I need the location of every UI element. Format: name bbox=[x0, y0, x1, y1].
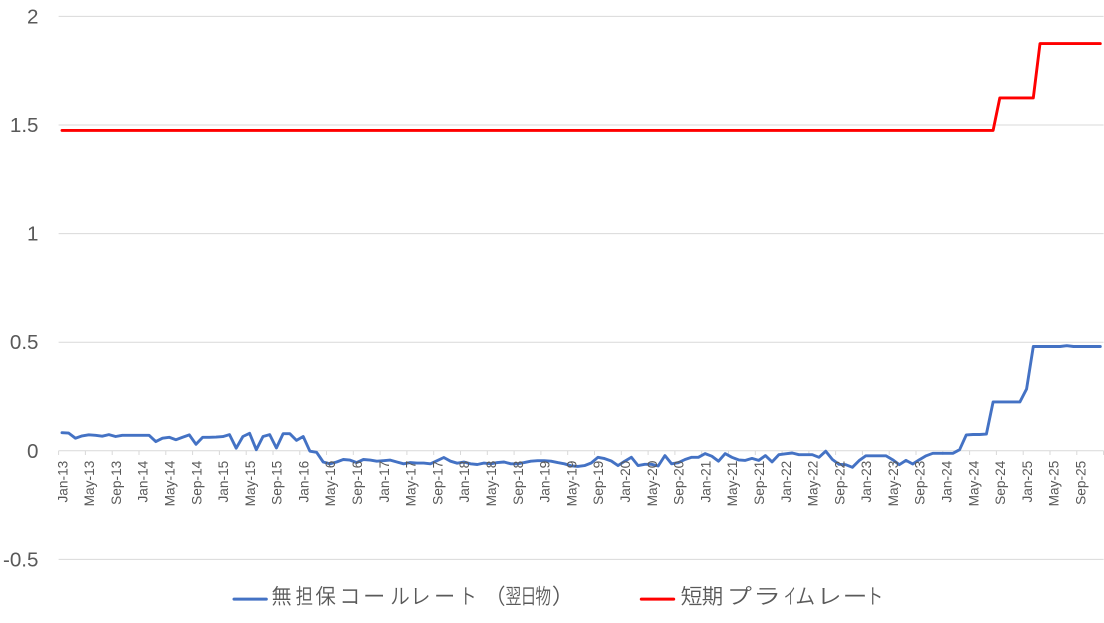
svg-text:Jan-15: Jan-15 bbox=[216, 460, 231, 502]
svg-text:Sep-17: Sep-17 bbox=[430, 461, 445, 505]
svg-text:Jan-25: Jan-25 bbox=[1020, 460, 1035, 502]
svg-text:Jan-19: Jan-19 bbox=[538, 461, 553, 503]
svg-text:May-22: May-22 bbox=[806, 461, 821, 507]
svg-text:2: 2 bbox=[27, 5, 38, 28]
svg-text:Sep-14: Sep-14 bbox=[189, 460, 204, 505]
svg-text:Sep-16: Sep-16 bbox=[350, 460, 365, 505]
svg-text:Jan-23: Jan-23 bbox=[859, 460, 874, 502]
svg-text:Jan-24: Jan-24 bbox=[940, 460, 955, 502]
svg-text:Jan-14: Jan-14 bbox=[136, 460, 151, 502]
svg-text:Jan-22: Jan-22 bbox=[779, 461, 794, 503]
svg-text:1: 1 bbox=[27, 223, 38, 246]
svg-text:Sep-19: Sep-19 bbox=[591, 461, 606, 505]
svg-text:Jan-13: Jan-13 bbox=[55, 460, 70, 502]
svg-text:-0.5: -0.5 bbox=[3, 548, 39, 571]
svg-text:0.5: 0.5 bbox=[10, 331, 39, 354]
svg-text:Sep-18: Sep-18 bbox=[511, 460, 526, 505]
svg-text:Jan-18: Jan-18 bbox=[457, 460, 472, 502]
svg-text:May-15: May-15 bbox=[243, 460, 258, 506]
svg-text:May-13: May-13 bbox=[82, 460, 97, 506]
svg-text:Sep-15: Sep-15 bbox=[270, 460, 285, 505]
svg-text:Jan-17: Jan-17 bbox=[377, 461, 392, 503]
svg-text:May-18: May-18 bbox=[484, 460, 499, 506]
svg-text:Sep-13: Sep-13 bbox=[109, 460, 124, 505]
svg-text:Sep-22: Sep-22 bbox=[832, 461, 847, 505]
svg-text:0: 0 bbox=[27, 440, 38, 463]
svg-text:Sep-20: Sep-20 bbox=[672, 460, 687, 505]
svg-text:Jan-16: Jan-16 bbox=[297, 460, 312, 502]
svg-text:May-16: May-16 bbox=[323, 460, 338, 506]
svg-text:Sep-21: Sep-21 bbox=[752, 461, 767, 505]
svg-text:Sep-25: Sep-25 bbox=[1074, 460, 1089, 505]
svg-text:May-21: May-21 bbox=[725, 461, 740, 507]
svg-text:Jan-20: Jan-20 bbox=[618, 460, 633, 502]
svg-text:Sep-24: Sep-24 bbox=[993, 460, 1008, 505]
svg-text:May-20: May-20 bbox=[645, 460, 660, 506]
svg-text:1.5: 1.5 bbox=[10, 114, 39, 137]
svg-text:May-19: May-19 bbox=[564, 461, 579, 507]
svg-text:May-17: May-17 bbox=[404, 461, 419, 507]
svg-text:May-23: May-23 bbox=[886, 460, 901, 506]
svg-text:May-25: May-25 bbox=[1047, 460, 1062, 506]
svg-text:May-24: May-24 bbox=[966, 460, 981, 506]
svg-text:May-14: May-14 bbox=[163, 460, 178, 506]
svg-text:Sep-23: Sep-23 bbox=[913, 460, 928, 505]
svg-text:Jan-21: Jan-21 bbox=[698, 461, 713, 503]
